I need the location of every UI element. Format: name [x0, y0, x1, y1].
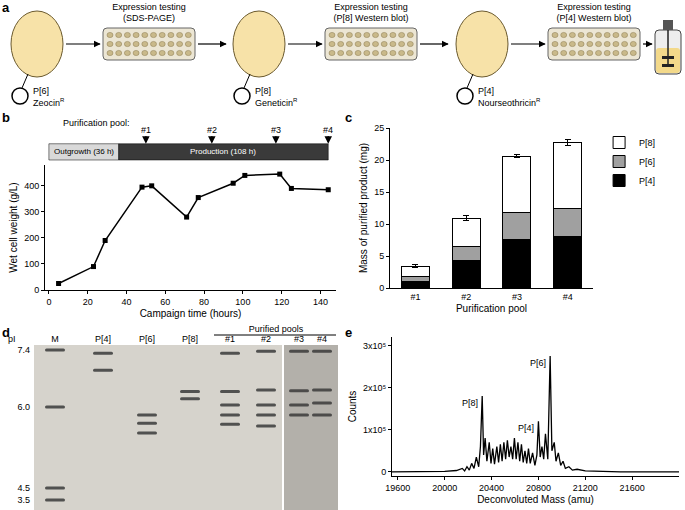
svg-text:GeneticinR: GeneticinR — [255, 97, 298, 108]
svg-text:#2: #2 — [461, 292, 471, 302]
svg-text:NourseothricinR: NourseothricinR — [478, 97, 541, 108]
svg-text:#3: #3 — [271, 125, 281, 135]
svg-text:#1: #1 — [141, 125, 151, 135]
svg-text:Expression testing: Expression testing — [112, 2, 186, 12]
svg-text:4.5: 4.5 — [17, 483, 30, 493]
svg-text:140: 140 — [313, 297, 328, 307]
svg-text:P[4]: P[4] — [639, 176, 655, 186]
svg-text:#2: #2 — [261, 334, 271, 344]
svg-text:P[8]: P[8] — [462, 398, 478, 408]
svg-text:#1: #1 — [410, 292, 420, 302]
svg-text:P[8]: P[8] — [182, 334, 198, 344]
svg-text:Expression testing: Expression testing — [334, 2, 408, 12]
svg-text:Mass of purified product (mg): Mass of purified product (mg) — [358, 143, 369, 273]
svg-text:Expression testing: Expression testing — [557, 2, 631, 12]
svg-text:21200: 21200 — [573, 483, 598, 493]
svg-text:(P[4] Western blot): (P[4] Western blot) — [557, 13, 632, 23]
svg-text:0: 0 — [379, 283, 384, 293]
svg-text:20400: 20400 — [479, 483, 504, 493]
svg-text:Purification pool: Purification pool — [456, 303, 527, 314]
svg-text:0: 0 — [381, 467, 386, 477]
html-text:b: b — [2, 110, 10, 125]
svg-text:#1: #1 — [225, 334, 235, 344]
svg-text:100: 100 — [24, 259, 39, 269]
svg-text:21600: 21600 — [620, 483, 645, 493]
svg-text:3x10⁵: 3x10⁵ — [363, 341, 387, 351]
svg-text:Outgrowth (36 h): Outgrowth (36 h) — [54, 147, 114, 156]
html-text:a: a — [2, 0, 10, 15]
svg-text:7.4: 7.4 — [17, 345, 30, 355]
svg-text:Purification pool:: Purification pool: — [63, 118, 130, 128]
svg-text:6.0: 6.0 — [17, 402, 30, 412]
svg-text:15: 15 — [374, 187, 384, 197]
svg-text:40: 40 — [121, 297, 131, 307]
svg-text:80: 80 — [199, 297, 209, 307]
svg-text:#4: #4 — [317, 334, 327, 344]
svg-text:300: 300 — [24, 207, 39, 217]
svg-text:#4: #4 — [323, 125, 333, 135]
svg-text:Purified pools: Purified pools — [249, 325, 304, 334]
svg-text:P[6]: P[6] — [33, 86, 49, 96]
svg-text:P[6]: P[6] — [639, 157, 655, 167]
svg-text:P[4]: P[4] — [518, 423, 534, 433]
svg-text:P[6]: P[6] — [530, 358, 546, 368]
svg-text:Wet cell weight (g/L): Wet cell weight (g/L) — [8, 182, 19, 272]
svg-text:2x10⁵: 2x10⁵ — [363, 383, 387, 393]
html-text:c: c — [345, 110, 353, 125]
svg-text:5: 5 — [379, 251, 384, 261]
svg-text:20: 20 — [374, 155, 384, 165]
svg-text:200: 200 — [24, 233, 39, 243]
svg-text:pI: pI — [8, 334, 16, 344]
svg-text:(P[8] Western blot): (P[8] Western blot) — [334, 13, 409, 23]
svg-text:ZeocinR: ZeocinR — [33, 97, 65, 108]
svg-text:20000: 20000 — [432, 483, 457, 493]
svg-text:P[8]: P[8] — [639, 138, 655, 148]
html-text:e: e — [345, 325, 353, 340]
svg-text:0: 0 — [46, 297, 51, 307]
svg-text:20: 20 — [83, 297, 93, 307]
svg-text:60: 60 — [160, 297, 170, 307]
svg-text:1x10⁵: 1x10⁵ — [363, 425, 387, 435]
svg-text:#3: #3 — [294, 334, 304, 344]
svg-text:Deconvoluted Mass (amu): Deconvoluted Mass (amu) — [477, 494, 594, 505]
svg-text:#2: #2 — [207, 125, 217, 135]
svg-text:3.5: 3.5 — [17, 495, 30, 505]
svg-text:100: 100 — [235, 297, 250, 307]
svg-text:P[4]: P[4] — [95, 334, 111, 344]
html-text:d: d — [2, 325, 10, 340]
svg-text:Production (108 h): Production (108 h) — [190, 147, 256, 156]
svg-text:#4: #4 — [563, 292, 573, 302]
svg-text:Counts: Counts — [347, 391, 358, 423]
svg-text:19600: 19600 — [385, 483, 410, 493]
svg-text:0: 0 — [34, 285, 39, 295]
svg-text:(SDS-PAGE): (SDS-PAGE) — [123, 13, 175, 23]
svg-text:P[8]: P[8] — [255, 86, 271, 96]
svg-text:120: 120 — [274, 297, 289, 307]
svg-text:#3: #3 — [512, 292, 522, 302]
svg-text:25: 25 — [374, 123, 384, 133]
svg-text:20800: 20800 — [526, 483, 551, 493]
svg-text:P[6]: P[6] — [139, 334, 155, 344]
svg-text:Campaign time (hours): Campaign time (hours) — [140, 308, 242, 319]
svg-text:10: 10 — [374, 219, 384, 229]
svg-text:M: M — [51, 334, 59, 344]
svg-text:400: 400 — [24, 181, 39, 191]
svg-text:P[4]: P[4] — [478, 86, 494, 96]
